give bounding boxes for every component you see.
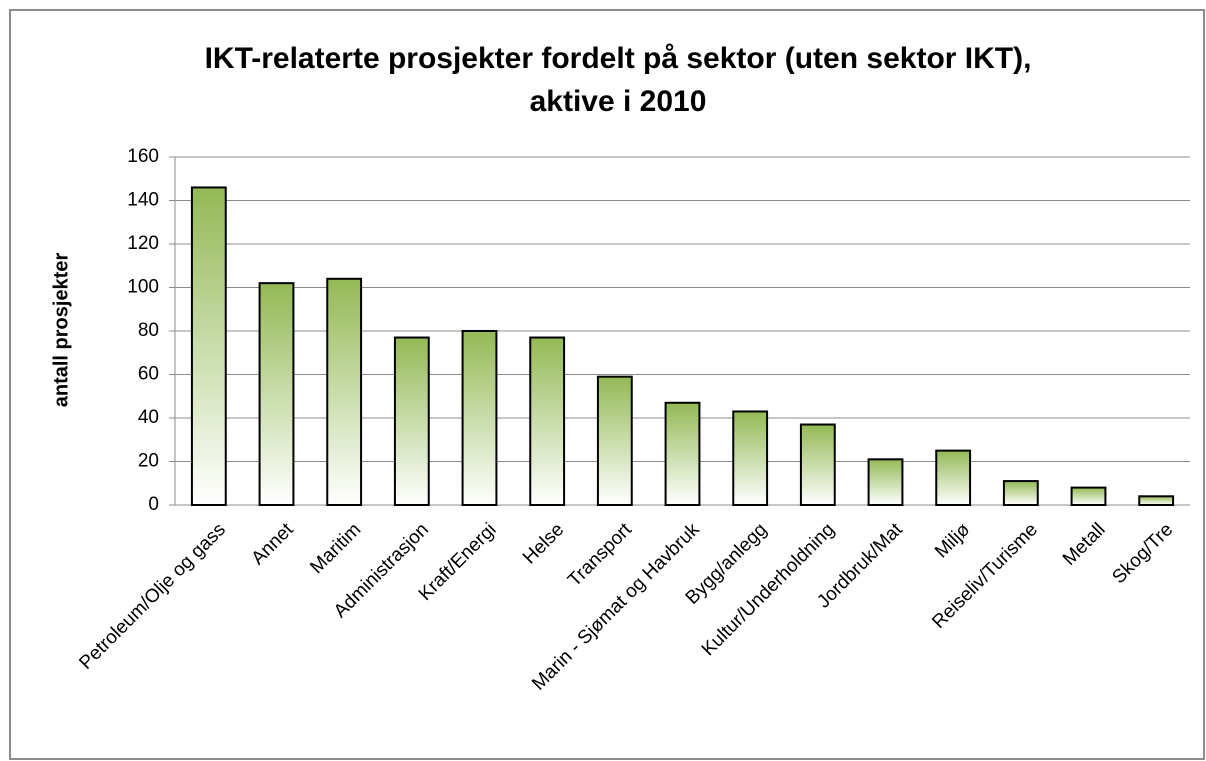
bar [596, 375, 633, 506]
bar [1138, 495, 1175, 506]
bar [393, 336, 430, 506]
y-tick-label: 20 [138, 451, 159, 472]
y-tick-label: 140 [127, 190, 159, 211]
bar [190, 186, 227, 506]
y-axis-label: antall prosjekter [50, 253, 72, 408]
chart-title: aktive i 2010 [530, 85, 707, 118]
bar [258, 282, 295, 506]
bar [935, 449, 972, 506]
y-tick-label: 0 [148, 494, 159, 515]
bar [326, 277, 363, 506]
bar [867, 458, 904, 507]
y-tick-label: 160 [127, 146, 159, 167]
bar [799, 423, 836, 506]
y-tick-label: 80 [138, 320, 159, 341]
bar [1070, 486, 1107, 507]
y-tick-label: 100 [127, 277, 159, 298]
bar [461, 330, 498, 506]
bar [1002, 480, 1039, 507]
chart-title: IKT-relaterte prosjekter fordelt på sekt… [205, 42, 1032, 75]
bar [732, 410, 769, 507]
y-tick-label: 120 [127, 233, 159, 254]
y-tick-label: 60 [138, 364, 159, 385]
y-tick-label: 40 [138, 407, 159, 428]
bar [664, 401, 701, 506]
bar [529, 336, 566, 506]
